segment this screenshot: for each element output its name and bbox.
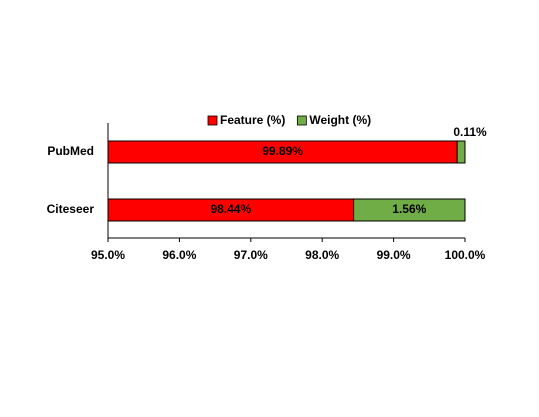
x-tick-label: 96.0% xyxy=(162,248,196,262)
data-label: 1.56% xyxy=(392,202,426,216)
x-tick-label: 97.0% xyxy=(234,248,268,262)
x-tick-label: 99.0% xyxy=(377,248,411,262)
y-tick-label: Citeseer xyxy=(47,202,95,216)
x-tick-label: 95.0% xyxy=(91,248,125,262)
x-tick-label: 98.0% xyxy=(305,248,339,262)
legend-label: Weight (%) xyxy=(309,113,371,127)
data-label: 0.11% xyxy=(453,125,487,139)
x-tick-label: 100.0% xyxy=(445,248,486,262)
legend-swatch xyxy=(207,115,218,126)
y-tick-label: PubMed xyxy=(47,144,94,158)
data-label: 99.89% xyxy=(262,144,303,158)
bar-segment xyxy=(353,198,466,222)
legend-swatch xyxy=(296,115,307,126)
bar-segment xyxy=(456,140,466,164)
legend-label: Feature (%) xyxy=(220,113,285,127)
data-label: 98.44% xyxy=(210,202,251,216)
